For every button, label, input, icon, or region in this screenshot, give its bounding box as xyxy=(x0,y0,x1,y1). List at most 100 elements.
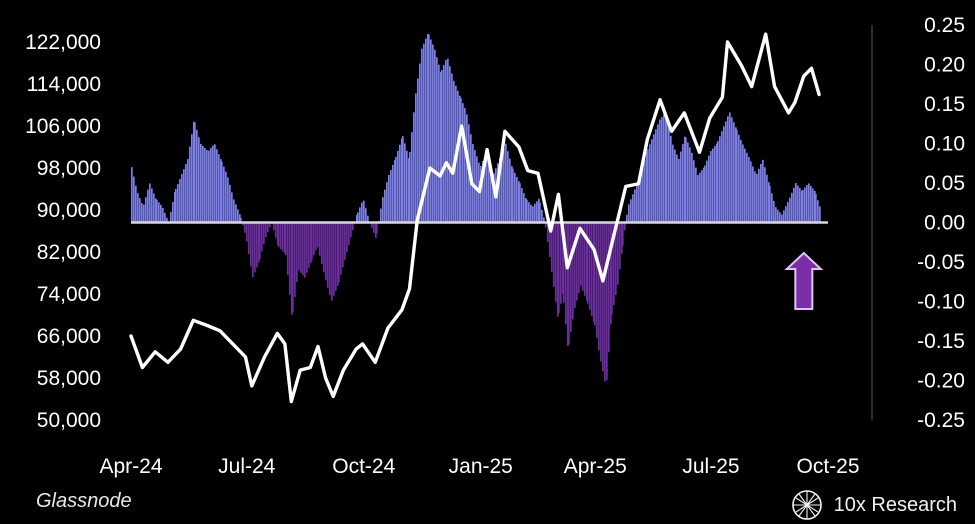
area-bar-positive xyxy=(220,159,222,223)
area-bar-negative xyxy=(608,222,610,353)
area-bar-positive xyxy=(727,116,729,223)
area-bar-positive xyxy=(647,149,649,223)
area-bar-positive xyxy=(139,198,141,223)
area-bar-negative xyxy=(275,222,277,238)
area-bar-negative xyxy=(263,222,265,245)
area-bar-positive xyxy=(404,143,406,223)
x-tick-label: Oct-25 xyxy=(796,455,859,478)
area-bar-positive xyxy=(202,145,204,223)
area-bar-positive xyxy=(401,138,403,223)
area-bar-negative xyxy=(284,222,286,254)
area-bar-positive xyxy=(488,159,490,223)
area-bar-positive xyxy=(386,182,388,223)
area-bar-positive xyxy=(505,143,507,223)
area-bar-positive xyxy=(397,150,399,223)
area-bar-positive xyxy=(766,174,768,223)
area-bar-positive xyxy=(815,193,817,223)
area-bar-positive xyxy=(187,159,189,223)
area-bar-positive xyxy=(717,141,719,223)
area-bar-negative xyxy=(582,222,584,291)
area-bar-positive xyxy=(356,215,358,223)
area-bar-positive xyxy=(482,160,484,223)
area-bar-positive xyxy=(526,199,528,223)
area-bar-positive xyxy=(361,202,363,223)
area-bar-positive xyxy=(218,154,220,223)
area-bar-positive xyxy=(768,182,770,223)
area-bar-positive xyxy=(174,192,176,223)
area-bar-positive xyxy=(509,158,511,223)
area-bar-positive xyxy=(133,176,135,223)
area-bar-positive xyxy=(466,114,468,223)
area-bar-positive xyxy=(141,203,143,223)
area-bar-positive xyxy=(131,167,133,223)
area-bar-positive xyxy=(162,207,164,223)
area-bar-positive xyxy=(501,153,503,223)
area-bar-positive xyxy=(530,204,532,223)
globe-icon xyxy=(791,490,822,520)
area-bar-negative xyxy=(348,222,350,245)
left-tick-label: 122,000 xyxy=(25,31,101,54)
area-bar-positive xyxy=(417,78,419,223)
area-bar-positive xyxy=(367,215,369,223)
area-bar-negative xyxy=(252,222,254,278)
area-bar-positive xyxy=(194,122,196,223)
area-bar-positive xyxy=(453,80,455,223)
area-bar-negative xyxy=(560,222,562,304)
area-bar-positive xyxy=(663,114,665,223)
area-bar-negative xyxy=(622,222,624,246)
area-bar-negative xyxy=(315,222,317,251)
right-tick-label: 0.25 xyxy=(924,14,965,37)
area-bar-positive xyxy=(160,204,162,223)
area-bar-positive xyxy=(630,199,632,223)
area-bar-positive xyxy=(225,171,227,223)
area-bar-negative xyxy=(606,222,608,381)
area-bar-positive xyxy=(382,197,384,223)
area-bar-positive xyxy=(719,136,721,223)
area-bar-positive xyxy=(721,131,723,223)
area-bar-negative xyxy=(570,222,572,332)
area-bar-positive xyxy=(384,189,386,223)
brand-name: 10x Research xyxy=(833,493,957,516)
area-bar-positive xyxy=(543,217,545,223)
area-bar-positive xyxy=(438,64,440,223)
right-tick-label: 0.05 xyxy=(924,172,965,195)
area-bar-negative xyxy=(325,222,327,281)
area-bar-positive xyxy=(216,149,218,223)
area-bar-negative xyxy=(598,222,600,351)
area-bar-positive xyxy=(227,177,229,223)
x-tick-label: Jul-24 xyxy=(218,455,276,478)
area-bar-positive xyxy=(210,148,212,223)
area-bar-positive xyxy=(493,173,495,223)
area-bar-positive xyxy=(155,198,157,223)
area-bar-positive xyxy=(399,144,401,223)
area-bar-positive xyxy=(436,57,438,223)
area-bar-negative xyxy=(611,222,613,315)
area-bar-positive xyxy=(701,170,703,223)
area-bar-positive xyxy=(532,206,534,223)
area-bar-positive xyxy=(449,66,451,223)
area-bar-positive xyxy=(402,135,404,223)
area-bar-negative xyxy=(300,222,302,273)
area-bar-positive xyxy=(231,192,233,223)
area-bar-positive xyxy=(817,200,819,223)
area-bar-negative xyxy=(298,222,300,271)
area-bar-positive xyxy=(409,152,411,223)
positive-area-layer xyxy=(131,33,821,223)
area-bar-positive xyxy=(460,98,462,223)
area-bar-positive xyxy=(365,208,367,223)
area-bar-positive xyxy=(394,160,396,223)
area-bar-negative xyxy=(584,222,586,296)
area-bar-negative xyxy=(248,222,250,255)
area-bar-positive xyxy=(814,190,816,223)
area-bar-positive xyxy=(175,189,177,223)
area-bar-positive xyxy=(428,34,430,223)
area-bar-negative xyxy=(261,222,263,252)
left-tick-label: 50,000 xyxy=(37,409,101,432)
area-bar-positive xyxy=(214,144,216,223)
area-bar-positive xyxy=(646,151,648,223)
area-bar-positive xyxy=(799,188,801,223)
area-bar-positive xyxy=(137,193,139,223)
area-bar-positive xyxy=(644,159,646,223)
area-bar-positive xyxy=(135,185,137,223)
area-bar-negative xyxy=(574,222,576,308)
